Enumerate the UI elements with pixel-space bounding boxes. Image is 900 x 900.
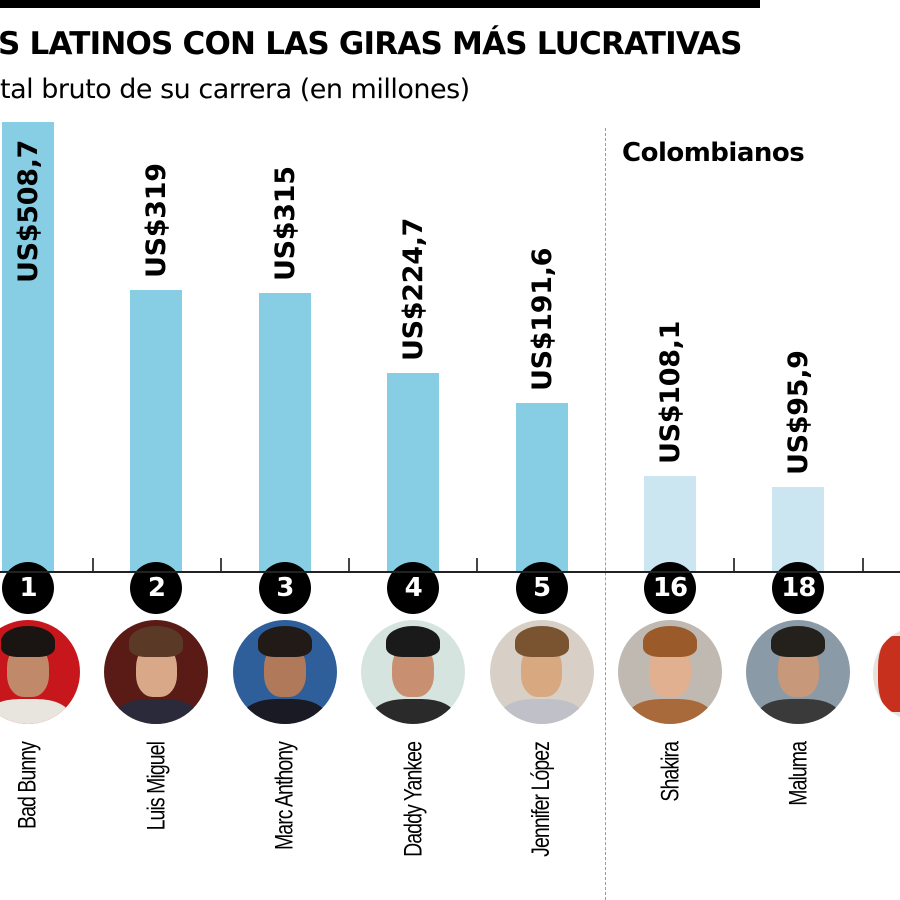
artist-photo — [746, 620, 851, 724]
rank-badge: 16 — [644, 562, 696, 614]
rank-badge: 2 — [130, 562, 183, 614]
bar-jennifer-l-pez — [515, 403, 568, 572]
axis-tick — [92, 558, 94, 572]
artist-photo — [489, 620, 594, 724]
artist-name: Maluma — [784, 742, 813, 806]
x-axis-baseline — [0, 571, 900, 573]
rank-number: 3 — [276, 573, 294, 603]
axis-tick — [733, 558, 735, 572]
axis-tick — [220, 558, 222, 572]
bar-shakira — [644, 476, 696, 572]
bar-marc-anthony — [258, 293, 311, 572]
value-label: US$224,7 — [398, 217, 430, 361]
bar-daddy-yankee — [387, 373, 440, 572]
artist-name: Bad Bunny — [14, 742, 42, 829]
artist-photo-partial — [873, 626, 900, 722]
artist-photo — [361, 620, 466, 724]
colombianos-label: Colombianos — [622, 138, 805, 168]
value-label: US$191,6 — [526, 247, 558, 391]
rank-number: 2 — [147, 573, 166, 603]
rank-number: 16 — [652, 573, 688, 603]
axis-tick — [348, 558, 350, 572]
artist-name: Shakira — [656, 742, 684, 802]
rank-badge: 5 — [515, 562, 568, 614]
artist-name: Luis Miguel — [142, 742, 171, 831]
bar-luis-miguel — [130, 290, 183, 572]
value-label: US$508,7 — [13, 139, 44, 283]
bar-bad-bunny — [2, 122, 54, 572]
artist-name: Marc Anthony — [270, 742, 299, 851]
group-divider — [605, 128, 606, 900]
artist-photo — [0, 620, 80, 724]
artist-photo — [104, 620, 209, 724]
value-label: US$319 — [141, 163, 173, 278]
artist-name: Daddy Yankee — [399, 742, 428, 857]
rank-number: 4 — [404, 573, 423, 603]
artist-photo — [232, 620, 337, 724]
rank-badge: 4 — [387, 562, 440, 614]
value-label: US$108,1 — [655, 320, 686, 464]
axis-tick — [476, 558, 478, 572]
value-label: US$95,9 — [783, 350, 815, 475]
rank-badge: 18 — [772, 562, 825, 614]
chart-title: S LATINOS CON LAS GIRAS MÁS LUCRATIVAS — [0, 26, 743, 62]
top-rule — [0, 0, 760, 8]
artist-name: Jennifer López — [527, 742, 556, 857]
rank-number: 1 — [19, 573, 37, 603]
axis-tick — [862, 558, 864, 572]
rank-badge: 1 — [2, 562, 54, 614]
rank-number: 18 — [781, 573, 816, 603]
chart-subtitle: tal bruto de su carrera (en millones) — [0, 74, 470, 105]
value-label: US$315 — [269, 166, 301, 281]
artist-photo — [618, 620, 722, 724]
bar-maluma — [772, 487, 825, 572]
rank-number: 5 — [533, 573, 551, 603]
rank-badge: 3 — [258, 562, 311, 614]
